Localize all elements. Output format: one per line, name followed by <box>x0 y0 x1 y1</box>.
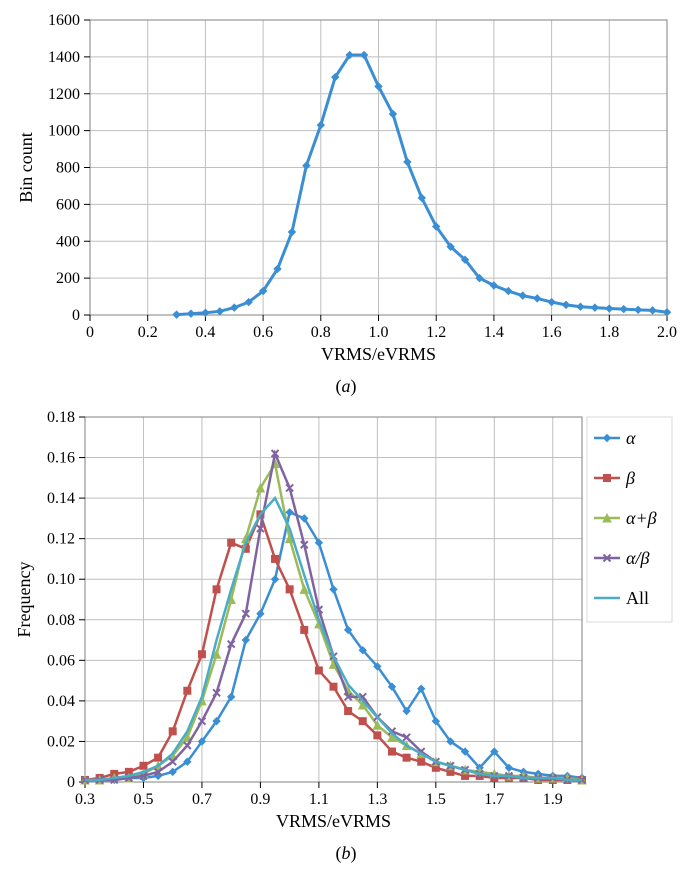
svg-text:1600: 1600 <box>48 12 80 29</box>
svg-text:0.18: 0.18 <box>47 409 75 426</box>
svg-text:0.3: 0.3 <box>75 791 95 808</box>
svg-text:0.9: 0.9 <box>250 791 270 808</box>
chart-a-caption: (a) <box>10 376 682 397</box>
svg-text:0.08: 0.08 <box>47 612 75 629</box>
svg-text:0.10: 0.10 <box>47 571 75 588</box>
svg-text:600: 600 <box>56 196 80 213</box>
svg-text:0.8: 0.8 <box>311 324 331 341</box>
svg-text:1.0: 1.0 <box>369 324 389 341</box>
svg-text:1000: 1000 <box>48 123 80 140</box>
svg-text:0.04: 0.04 <box>47 693 75 710</box>
svg-text:1.2: 1.2 <box>426 324 446 341</box>
svg-text:0.2: 0.2 <box>138 324 158 341</box>
svg-text:VRMS/eVRMS: VRMS/eVRMS <box>276 811 391 831</box>
svg-text:1.7: 1.7 <box>484 791 504 808</box>
svg-text:1.3: 1.3 <box>367 791 387 808</box>
svg-text:α/β: α/β <box>626 548 649 568</box>
svg-text:VRMS/eVRMS: VRMS/eVRMS <box>321 344 436 364</box>
svg-text:0.6: 0.6 <box>253 324 273 341</box>
svg-text:0.12: 0.12 <box>47 531 75 548</box>
svg-text:0.5: 0.5 <box>133 791 153 808</box>
svg-text:0.14: 0.14 <box>47 490 75 507</box>
chart-a-caption-letter: a <box>342 376 351 396</box>
svg-text:0: 0 <box>86 324 94 341</box>
svg-text:β: β <box>625 468 635 488</box>
svg-text:α: α <box>626 428 636 448</box>
svg-text:Bin count: Bin count <box>16 132 36 203</box>
svg-text:1.8: 1.8 <box>599 324 619 341</box>
svg-text:800: 800 <box>56 160 80 177</box>
chart-a: 0 0.2 0.4 0.6 0.8 1.0 1.2 1.4 1.6 1.8 2.0 0 200 400 60… <box>10 10 682 370</box>
svg-text:0: 0 <box>67 774 75 791</box>
svg-text:1.4: 1.4 <box>484 324 504 341</box>
svg-text:Frequency: Frequency <box>14 562 34 638</box>
svg-text:0.02: 0.02 <box>47 733 75 750</box>
svg-text:2.0: 2.0 <box>657 324 677 341</box>
svg-text:1400: 1400 <box>48 49 80 66</box>
svg-text:0.06: 0.06 <box>47 652 75 669</box>
chart-b-caption-letter: b <box>342 843 351 863</box>
svg-text:All: All <box>626 588 649 608</box>
svg-text:200: 200 <box>56 270 80 287</box>
svg-text:0.7: 0.7 <box>192 791 212 808</box>
svg-text:1.6: 1.6 <box>542 324 562 341</box>
svg-text:1.1: 1.1 <box>309 791 329 808</box>
chart-b-svg: 0.3 0.5 0.7 0.9 1.1 1.3 1.5 1.7 1.9 0 0.02 0.04 0.06… <box>10 407 682 837</box>
svg-text:0: 0 <box>72 307 80 324</box>
svg-text:1.9: 1.9 <box>543 791 563 808</box>
svg-text:1200: 1200 <box>48 86 80 103</box>
svg-text:0.16: 0.16 <box>47 450 75 467</box>
chart-b-caption: (b) <box>10 843 682 864</box>
svg-text:α+β: α+β <box>626 508 657 528</box>
chart-b: 0.3 0.5 0.7 0.9 1.1 1.3 1.5 1.7 1.9 0 0.02 0.04 0.06… <box>10 407 682 837</box>
chart-a-svg: 0 0.2 0.4 0.6 0.8 1.0 1.2 1.4 1.6 1.8 2.0 0 200 400 60… <box>10 10 682 370</box>
svg-text:1.5: 1.5 <box>426 791 446 808</box>
svg-text:400: 400 <box>56 233 80 250</box>
svg-text:0.4: 0.4 <box>195 324 215 341</box>
